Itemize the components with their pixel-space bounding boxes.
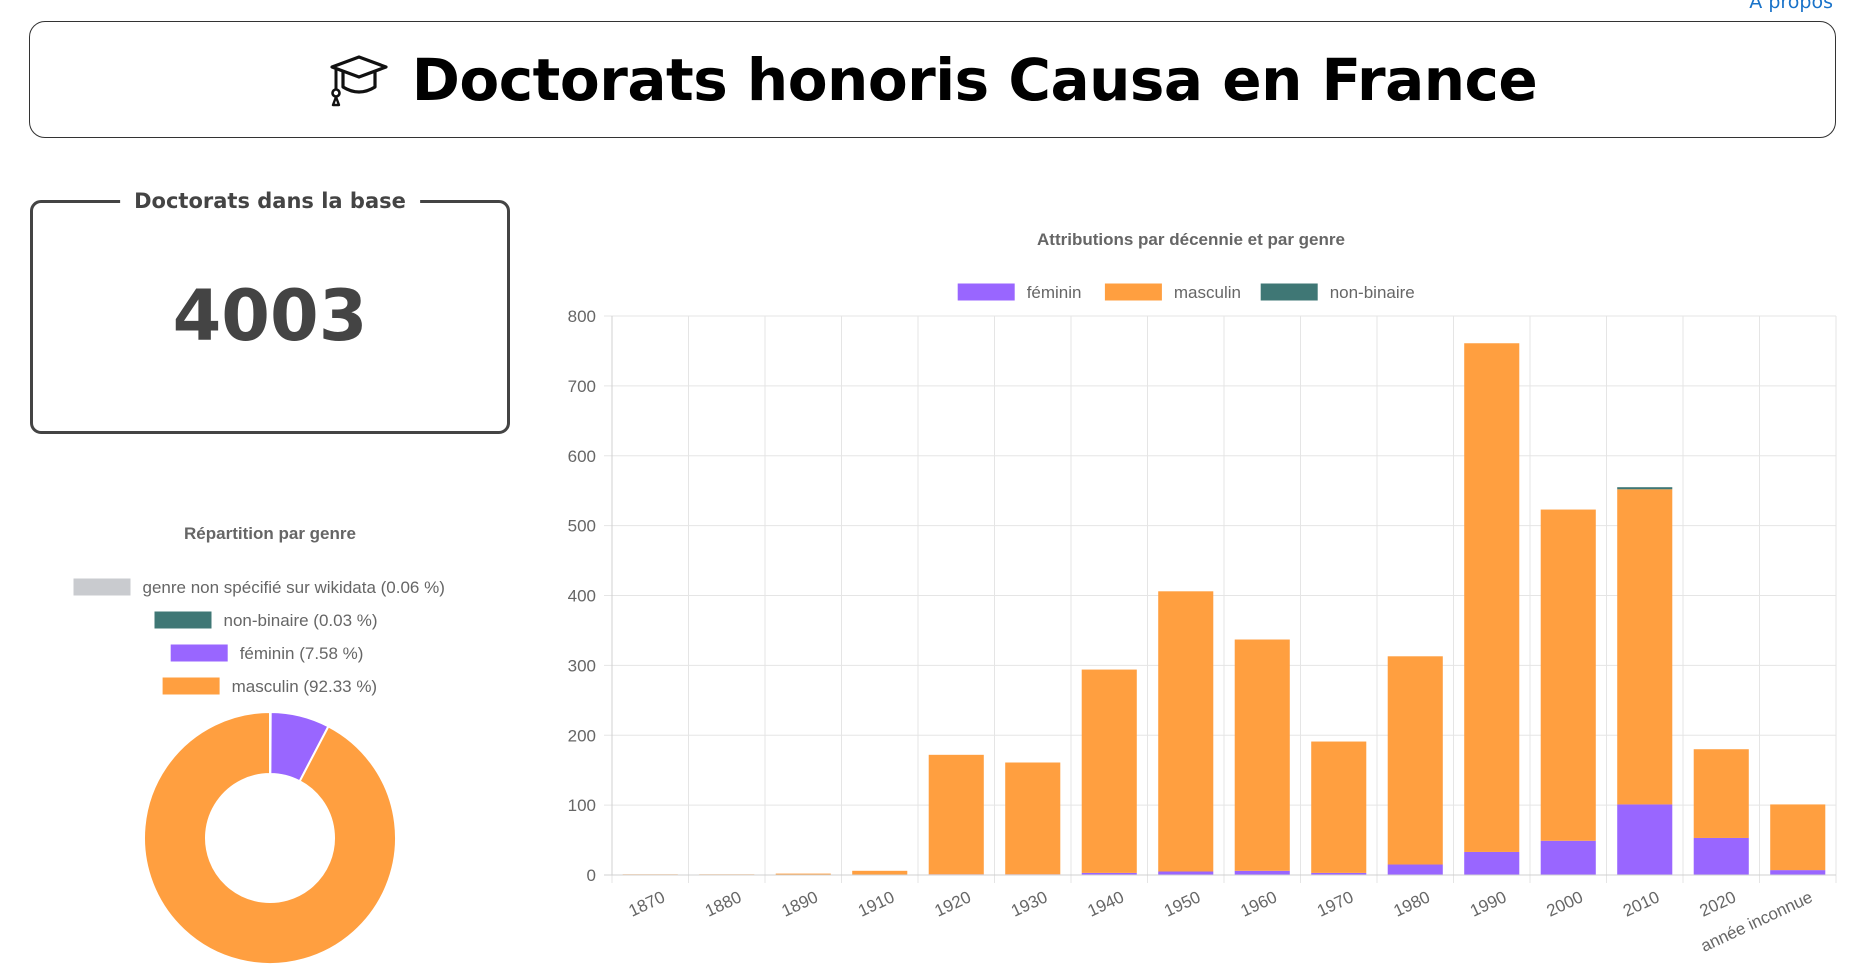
count-card-label: Doctorats dans la base [120,189,420,213]
bar-segment[interactable] [1158,871,1214,875]
y-tick-label: 500 [568,517,596,536]
donut-legend-swatch[interactable] [73,578,131,596]
donut-legend-label[interactable]: masculin (92.33 %) [232,677,378,696]
y-tick-label: 100 [568,796,596,815]
bar-segment[interactable] [1693,749,1749,838]
bar-segment[interactable] [1464,851,1520,875]
donut-slices [143,710,397,965]
x-tick-label: 1910 [855,887,897,920]
x-tick-label: 2020 [1697,887,1739,920]
x-tick-label: 1990 [1467,887,1509,920]
y-tick-label: 0 [587,866,596,885]
x-tick-label: 1880 [702,887,744,920]
bar-segment[interactable] [1617,487,1673,490]
bar-segment[interactable] [1464,343,1520,852]
about-link[interactable]: À propos [1749,0,1833,13]
bar-legend-swatch[interactable] [1260,283,1318,301]
x-tick-label: 1940 [1085,887,1127,920]
donut-slice[interactable] [143,710,397,965]
x-tick-label: 1980 [1391,887,1433,920]
bar-segment[interactable] [1311,741,1367,873]
donut-legend-swatch[interactable] [162,677,220,695]
bar-segment[interactable] [928,754,984,875]
bar-legend-swatch[interactable] [1104,283,1162,301]
y-tick-label: 800 [568,307,596,326]
x-tick-label: 1950 [1161,887,1203,920]
x-tick-label: 1870 [626,887,668,920]
bar-segment[interactable] [1234,870,1290,875]
bar-segment[interactable] [852,870,908,875]
bar-segment[interactable] [1081,669,1137,873]
donut-chart-title: Répartition par genre [184,524,356,543]
donut-legend-swatch[interactable] [154,611,212,629]
bar-legend-swatch[interactable] [957,283,1015,301]
y-tick-label: 400 [568,587,596,606]
bar-segment[interactable] [1311,872,1367,875]
bar-segment[interactable] [1005,762,1061,875]
bar-segment[interactable] [1540,840,1596,875]
x-tick-label: 2000 [1544,887,1586,920]
bar-segment[interactable] [1081,872,1137,875]
y-tick-label: 700 [568,377,596,396]
donut-legend-label[interactable]: féminin (7.58 %) [240,644,364,663]
x-tick-label: 1960 [1238,887,1280,920]
bar-legend: féminin masculin non-binaire [957,283,1415,302]
bar-segment[interactable] [775,873,831,875]
bar-segment[interactable] [1158,591,1214,872]
x-tick-label: 1920 [932,887,974,920]
donut-legend-label[interactable]: genre non spécifié sur wikidata (0.06 %) [143,578,445,597]
bar-segment[interactable] [1387,864,1443,875]
gender-distribution-chart: Répartition par genre genre non spécifié… [73,524,445,965]
bar-segment[interactable] [1617,489,1673,805]
bar-segment[interactable] [1617,804,1673,875]
bar-segment[interactable] [1540,509,1596,841]
donut-legend-swatch[interactable] [170,644,228,662]
doctorate-count-card: Doctorats dans la base 4003 [30,189,510,434]
x-tick-label: 1930 [1008,887,1050,920]
graduation-cap-icon [330,54,388,106]
bar-segment[interactable] [1770,870,1826,875]
x-tick-label: 1890 [779,887,821,920]
doctorate-count-value: 4003 [172,275,368,357]
donut-legend: genre non spécifié sur wikidata (0.06 %)… [73,578,445,696]
bar-legend-label[interactable]: féminin [1027,283,1082,302]
bar-segment[interactable] [1387,656,1443,865]
x-tick-label: 2010 [1620,887,1662,920]
y-tick-label: 300 [568,656,596,675]
bar-segment[interactable] [1234,639,1290,871]
bar-legend-label[interactable]: masculin [1174,283,1241,302]
bar-chart-title: Attributions par décennie et par genre [1037,230,1345,249]
page-title: Doctorats honoris Causa en France [411,45,1538,114]
bar-segment[interactable] [1770,804,1826,871]
x-tick-label: 1970 [1314,887,1356,920]
y-tick-label: 600 [568,447,596,466]
donut-legend-label[interactable]: non-binaire (0.03 %) [224,611,378,630]
y-tick-label: 200 [568,726,596,745]
bar-series [622,343,1826,875]
header-banner: Doctorats honoris Causa en France [29,21,1836,138]
bar-legend-label[interactable]: non-binaire [1330,283,1415,302]
bar-segment[interactable] [1693,837,1749,875]
